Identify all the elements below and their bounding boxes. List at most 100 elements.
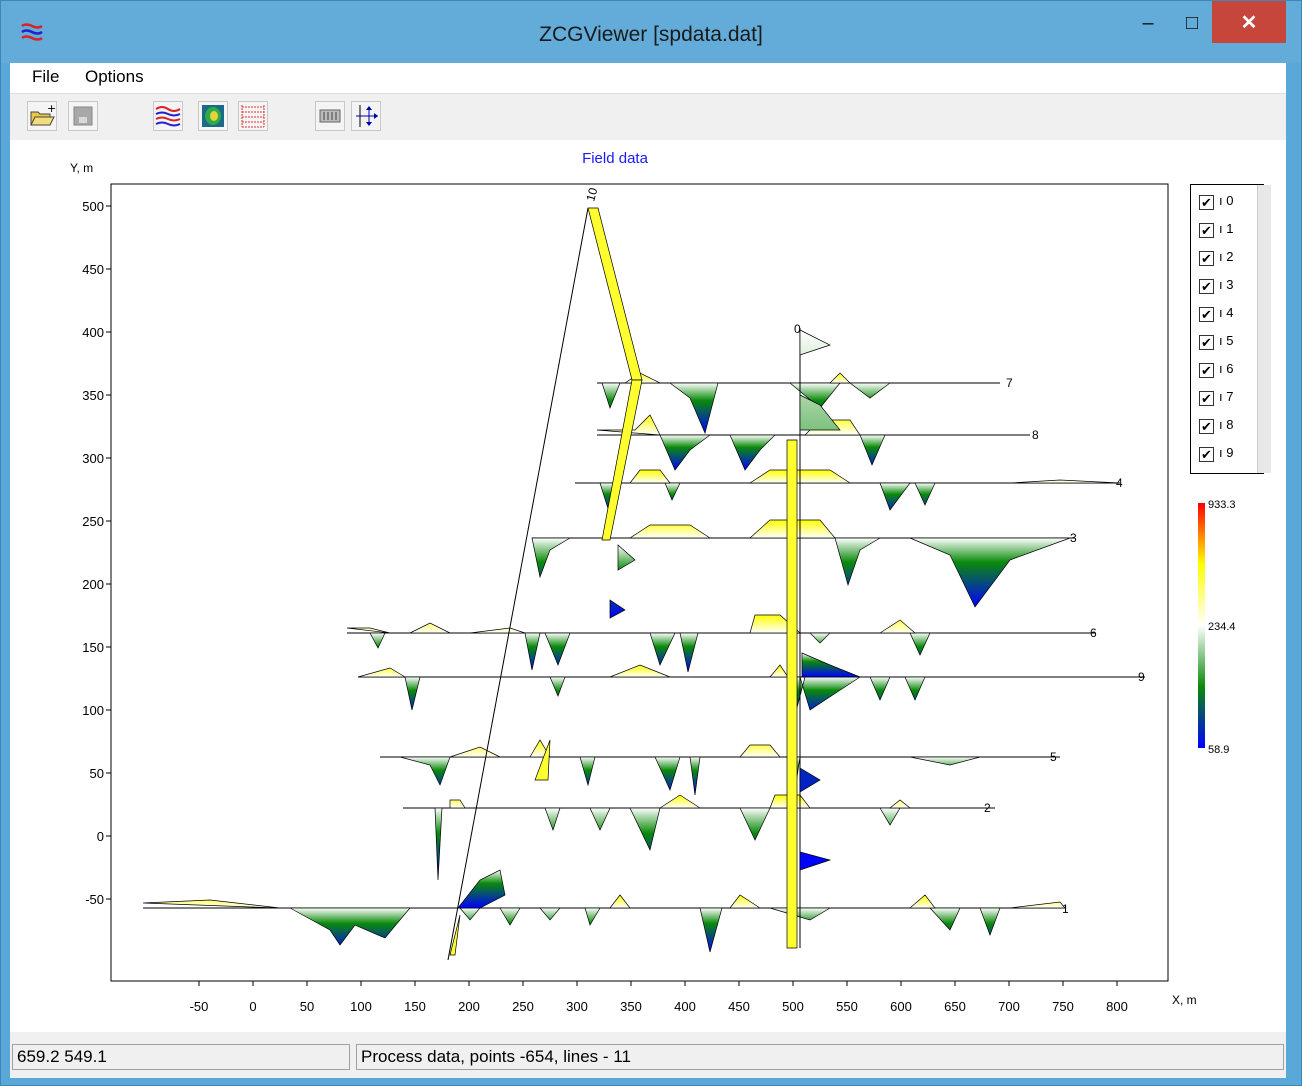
legend-checkbox[interactable]: ✔ bbox=[1199, 363, 1214, 378]
profile-legend: ✔ ı 0 ✔ ı 1 ✔ ı 2 ✔ ı 3 ✔ ı 4 ✔ ı 5 ✔ ı 6 ✔ ı 7 ✔ ı 8 ✔ ı 9 bbox=[1190, 184, 1264, 474]
legend-checkbox[interactable]: ✔ bbox=[1199, 391, 1214, 406]
profile-chart[interactable]: Field data Y, m X, m 5004504003503002502… bbox=[10, 140, 1286, 1032]
profile-fills bbox=[142, 207, 1145, 961]
toolbar: + bbox=[10, 94, 1286, 140]
map-view-button[interactable] bbox=[198, 101, 228, 131]
x-tick-label: 300 bbox=[566, 999, 588, 1014]
x-tick-label: 700 bbox=[998, 999, 1020, 1014]
x-tick-label: 550 bbox=[836, 999, 858, 1014]
profile-label: 7 bbox=[1006, 376, 1013, 390]
legend-label: ı 7 bbox=[1219, 389, 1234, 404]
y-tick-label: 0 bbox=[97, 829, 104, 844]
y-tick-label: 150 bbox=[82, 640, 104, 655]
maximize-button[interactable]: □ bbox=[1185, 12, 1199, 34]
close-button[interactable]: ✕ bbox=[1212, 1, 1286, 43]
colorbar bbox=[1198, 503, 1205, 748]
status-bar: 659.2 549.1 Process data, points -654, l… bbox=[10, 1035, 1286, 1078]
legend-scrollbar[interactable] bbox=[1257, 185, 1271, 473]
y-tick-label: 300 bbox=[82, 451, 104, 466]
svg-text:+: + bbox=[47, 102, 56, 115]
window-title: ZCGViewer [spdata.dat] bbox=[539, 23, 763, 46]
x-tick-label: 750 bbox=[1052, 999, 1074, 1014]
grid-view-button[interactable] bbox=[238, 101, 268, 131]
profiles-icon bbox=[155, 106, 181, 127]
profiles-view-button[interactable] bbox=[153, 101, 183, 131]
x-tick-label: 150 bbox=[404, 999, 426, 1014]
status-coords: 659.2 549.1 bbox=[12, 1044, 350, 1070]
x-tick-label: 500 bbox=[782, 999, 804, 1014]
plot-frame bbox=[110, 183, 1169, 982]
chart-title: Field data bbox=[582, 150, 649, 167]
menu-options[interactable]: Options bbox=[85, 67, 144, 86]
y-tick-label: 450 bbox=[82, 262, 104, 277]
profile-labels: 7 8 4 3 6 9 5 2 1 10 0 bbox=[583, 186, 1145, 916]
x-tick-label: 250 bbox=[512, 999, 534, 1014]
plot-area[interactable]: Field data Y, m X, m 500 450 400 350 300 250 2… bbox=[10, 140, 1286, 1032]
menu-bar: File Options bbox=[10, 63, 1286, 94]
legend-checkbox[interactable]: ✔ bbox=[1199, 307, 1214, 322]
legend-checkbox[interactable]: ✔ bbox=[1199, 223, 1214, 238]
menu-file[interactable]: File bbox=[32, 67, 60, 86]
x-tick-label: 200 bbox=[458, 999, 480, 1014]
status-message: Process data, points -654, lines - 11 bbox=[356, 1044, 1284, 1070]
y-tick-label: 100 bbox=[82, 703, 104, 718]
colorbar-max: 933.3 bbox=[1208, 499, 1236, 511]
title-bar[interactable]: ZCGViewer [spdata.dat] – □ ✕ bbox=[1, 1, 1301, 63]
y-tick-label: -50 bbox=[85, 892, 104, 907]
x-tick-label: 400 bbox=[674, 999, 696, 1014]
x-tick-label: -50 bbox=[190, 999, 209, 1014]
colorbar-min: 58.9 bbox=[1208, 744, 1229, 756]
axes-button[interactable] bbox=[351, 101, 381, 131]
settings-button[interactable] bbox=[315, 101, 345, 131]
x-ticks: -50 0 50 100 150 200 250 300 350 400 450 500 550 600 6… bbox=[190, 981, 1128, 1014]
legend-checkbox[interactable]: ✔ bbox=[1199, 335, 1214, 350]
app-icon bbox=[21, 23, 43, 41]
y-tick-label: 500 bbox=[82, 199, 104, 214]
x-tick-label: 350 bbox=[620, 999, 642, 1014]
axes-icon bbox=[356, 105, 378, 127]
open-button[interactable]: + bbox=[27, 101, 57, 131]
y-tick-label: 50 bbox=[90, 766, 104, 781]
legend-checkbox[interactable]: ✔ bbox=[1199, 419, 1214, 434]
profile-label: 6 bbox=[1090, 626, 1097, 640]
y-tick-label: 250 bbox=[82, 514, 104, 529]
legend-checkbox[interactable]: ✔ bbox=[1199, 447, 1214, 462]
x-tick-label: 0 bbox=[249, 999, 256, 1014]
y-axis-label: Y, m bbox=[70, 161, 93, 175]
profile-label: 2 bbox=[984, 801, 991, 815]
profile-label: 5 bbox=[1050, 750, 1057, 764]
colorbar-mid: 234.4 bbox=[1208, 621, 1236, 633]
y-tick-label: 200 bbox=[82, 577, 104, 592]
legend-label: ı 9 bbox=[1219, 445, 1234, 460]
x-tick-label: 650 bbox=[944, 999, 966, 1014]
legend-label: ı 1 bbox=[1219, 221, 1234, 236]
y-tick-label: 400 bbox=[82, 325, 104, 340]
x-axis-label: X, m bbox=[1172, 993, 1197, 1007]
x-tick-label: 600 bbox=[890, 999, 912, 1014]
profile-label: 4 bbox=[1116, 476, 1123, 490]
legend-label: ı 8 bbox=[1219, 417, 1234, 432]
settings-icon bbox=[319, 109, 341, 123]
legend-label: ı 5 bbox=[1219, 333, 1234, 348]
x-tick-label: 450 bbox=[728, 999, 750, 1014]
legend-label: ı 6 bbox=[1219, 361, 1234, 376]
profile-label: 3 bbox=[1070, 531, 1077, 545]
legend-label: ı 4 bbox=[1219, 305, 1234, 320]
minimize-button[interactable]: – bbox=[1142, 12, 1154, 34]
legend-label: ı 0 bbox=[1219, 193, 1234, 208]
profile-label: 8 bbox=[1032, 428, 1039, 442]
profile-label: 1 bbox=[1062, 902, 1069, 916]
legend-checkbox[interactable]: ✔ bbox=[1199, 195, 1214, 210]
save-button[interactable] bbox=[68, 101, 98, 131]
x-tick-label: 50 bbox=[300, 999, 314, 1014]
legend-checkbox[interactable]: ✔ bbox=[1199, 279, 1214, 294]
save-icon bbox=[73, 106, 93, 126]
open-icon: + bbox=[30, 102, 56, 126]
x-tick-label: 800 bbox=[1106, 999, 1128, 1014]
profile-label: 10 bbox=[583, 186, 600, 203]
client-area: File Options + bbox=[10, 63, 1286, 1078]
x-tick-label: 100 bbox=[350, 999, 372, 1014]
legend-checkbox[interactable]: ✔ bbox=[1199, 251, 1214, 266]
